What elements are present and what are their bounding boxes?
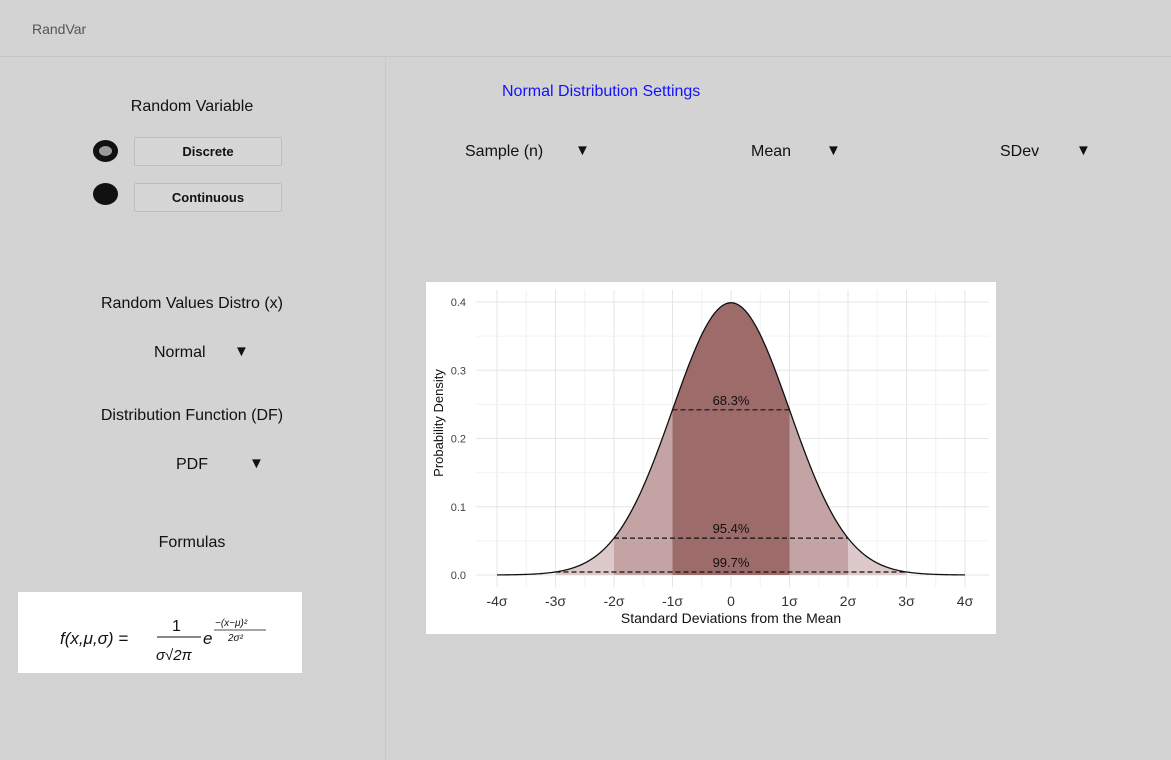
- y-axis-label: Probability Density: [431, 369, 446, 477]
- band-label: 95.4%: [713, 521, 750, 536]
- svg-text:2σ²: 2σ²: [227, 633, 244, 644]
- x-tick-label: 3σ: [898, 593, 915, 609]
- y-tick-label: 0.3: [451, 365, 466, 377]
- shaded-region: [672, 302, 790, 575]
- sdev-dropdown[interactable]: SDev ▼: [1000, 142, 1100, 163]
- dropdown-arrow-icon: ▼: [1076, 142, 1091, 159]
- x-tick-label: 2σ: [840, 593, 857, 609]
- dropdown-arrow-icon: ▼: [575, 142, 590, 159]
- mean-label: Mean: [751, 143, 792, 160]
- dropdown-arrow-icon: ▼: [234, 343, 249, 360]
- x-tick-label: 0: [727, 593, 735, 609]
- y-tick-label: 0.2: [451, 434, 466, 446]
- normal-distribution-chart: 68.3% 95.4% 99.7% 0.0 0.1 0.2 0.3 0.4 -4σ -3σ -2…: [426, 282, 996, 634]
- settings-title: Normal Distribution Settings: [502, 83, 701, 100]
- radio-continuous[interactable]: [93, 183, 118, 205]
- discrete-button[interactable]: Discrete: [134, 137, 282, 166]
- sdev-label: SDev: [1000, 143, 1040, 160]
- mean-dropdown[interactable]: Mean ▼: [751, 142, 851, 163]
- svg-text:σ√2π: σ√2π: [156, 647, 193, 664]
- y-tick-label: 0.4: [451, 297, 466, 309]
- sample-dropdown[interactable]: Sample (n) ▼: [465, 142, 605, 163]
- top-bar: RandVar: [0, 0, 1171, 57]
- df-label: Distribution Function (DF): [100, 407, 284, 424]
- df-dropdown[interactable]: PDF ▼: [176, 455, 266, 476]
- dropdown-arrow-icon: ▼: [249, 455, 264, 472]
- x-tick-label: -3σ: [545, 593, 566, 609]
- distro-value: Normal: [154, 344, 206, 361]
- y-tick-label: 0.1: [451, 502, 466, 514]
- band-label: 99.7%: [713, 555, 750, 570]
- x-tick-label: -2σ: [603, 593, 624, 609]
- x-tick-label: 4σ: [957, 593, 974, 609]
- random-variable-label: Random Variable: [130, 98, 254, 115]
- formulas-label: Formulas: [158, 534, 226, 551]
- x-axis-label: Standard Deviations from the Mean: [621, 610, 841, 626]
- normal-pdf-formula: f(x,μ,σ) = 1 σ√2π e −(x−μ)² 2σ²: [60, 618, 266, 664]
- svg-text:e: e: [203, 629, 212, 648]
- df-value: PDF: [176, 456, 208, 473]
- continuous-button[interactable]: Continuous: [134, 183, 282, 212]
- formula-box: f(x,μ,σ) = 1 σ√2π e −(x−μ)² 2σ²: [18, 592, 302, 673]
- left-panel: [0, 57, 386, 760]
- density-curve: [496, 302, 966, 576]
- y-tick-label: 0.0: [451, 570, 466, 582]
- x-tick-label: -1σ: [662, 593, 683, 609]
- band-label: 68.3%: [713, 393, 750, 408]
- x-tick-label: 1σ: [781, 593, 798, 609]
- chart-svg: 68.3% 95.4% 99.7% 0.0 0.1 0.2 0.3 0.4 -4σ -3σ -2…: [431, 290, 989, 626]
- dropdown-arrow-icon: ▼: [826, 142, 841, 159]
- app-title: RandVar: [32, 21, 87, 37]
- distro-dropdown[interactable]: Normal ▼: [154, 343, 254, 364]
- sample-label: Sample (n): [465, 143, 544, 160]
- x-tick-label: -4σ: [486, 593, 507, 609]
- svg-text:1: 1: [172, 618, 181, 635]
- distro-label: Random Values Distro (x): [101, 295, 283, 312]
- svg-text:−(x−μ)²: −(x−μ)²: [215, 618, 248, 629]
- radio-discrete[interactable]: [93, 140, 118, 162]
- svg-text:f(x,μ,σ) =: f(x,μ,σ) =: [60, 629, 128, 648]
